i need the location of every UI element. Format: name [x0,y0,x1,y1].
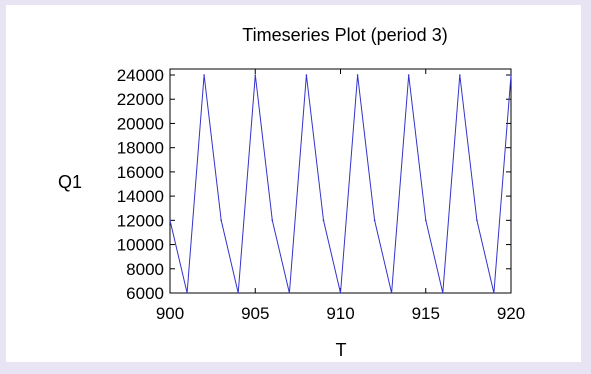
y-axis-label: Q1 [58,172,82,192]
data-point [442,292,444,294]
data-point [271,219,274,222]
data-point [305,74,308,76]
data-point [288,292,291,294]
plot-panel: Timeseries Plot (period 3) Q1 T 6000 8000… [6,5,581,362]
plot-area-border [169,68,512,294]
data-point [237,292,239,294]
data-point [459,74,461,76]
series-line-q1 [169,74,512,294]
y-tick-label: 10000 [117,236,164,255]
data-point [186,292,188,294]
data-point [203,74,205,76]
y-tick-label: 8000 [126,260,164,279]
y-tick-label: 24000 [117,66,164,85]
data-point [373,219,376,222]
y-tick-label: 20000 [117,114,164,133]
data-point [476,219,478,222]
data-point [322,219,325,222]
x-tick-label: 915 [412,304,440,323]
data-point [220,219,222,222]
series-points [169,74,512,294]
x-axis-label: T [336,340,347,360]
x-tick-label: 900 [156,304,184,323]
data-point [493,292,495,294]
y-tick-label: 22000 [117,90,164,109]
y-tick-label: 14000 [117,187,164,206]
x-tick-label: 905 [241,304,269,323]
timeseries-chart: Timeseries Plot (period 3) Q1 T 6000 8000… [58,25,525,360]
x-tick-label: 910 [326,304,354,323]
y-tick-label: 16000 [117,163,164,182]
data-point [339,292,342,294]
y-tick-label: 12000 [117,211,164,230]
x-axis-ticks: 900 905 910 915 920 [156,69,525,323]
y-tick-label: 6000 [126,284,164,303]
chart-title: Timeseries Plot (period 3) [242,25,447,45]
y-axis-ticks: 6000 8000 10000 12000 14000 16000 18000 20000 22… [117,66,511,303]
data-point [254,74,257,76]
data-point [510,74,512,76]
data-point [169,219,171,222]
x-tick-label: 920 [497,304,525,323]
data-point [424,219,427,222]
data-point [407,74,410,76]
y-tick-label: 18000 [117,139,164,158]
data-point [390,292,393,294]
data-point [356,74,359,76]
